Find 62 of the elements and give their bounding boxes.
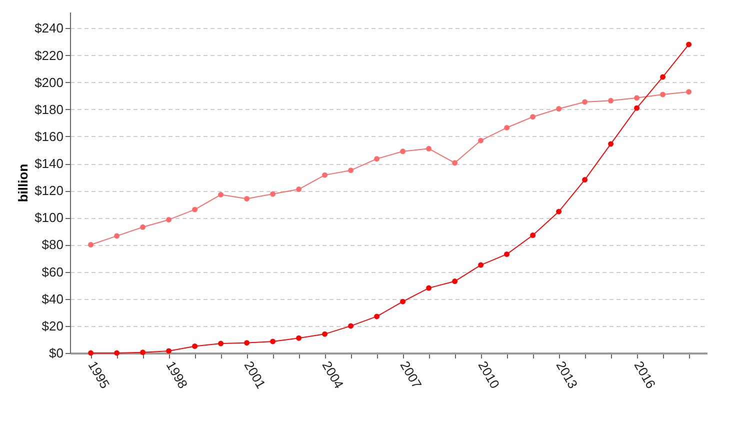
point [296, 335, 302, 341]
point [556, 208, 562, 214]
point [400, 298, 406, 304]
point [530, 232, 536, 238]
point [608, 141, 614, 147]
point [374, 156, 380, 162]
point [218, 340, 224, 346]
y-tick-label: $80 [42, 237, 64, 252]
point [114, 233, 120, 239]
point [504, 124, 510, 130]
point [218, 192, 224, 198]
y-tick-label: $220 [34, 48, 64, 63]
point [686, 89, 692, 95]
point [634, 105, 640, 111]
point [114, 350, 120, 356]
y-tick-label: $240 [34, 20, 64, 36]
y-tick-label: $180 [34, 102, 64, 117]
point [530, 114, 536, 120]
point [88, 242, 94, 248]
point [426, 285, 432, 291]
point [270, 191, 276, 197]
point [634, 95, 640, 101]
point [686, 42, 692, 48]
point [270, 338, 276, 344]
point [348, 323, 354, 329]
point [608, 98, 614, 104]
y-axis-title: billion [16, 164, 31, 202]
y-tick-label: $40 [42, 291, 64, 306]
point [296, 186, 302, 192]
point [140, 224, 146, 230]
point [452, 160, 458, 166]
point [504, 251, 510, 257]
y-tick-label: $100 [34, 210, 64, 226]
point [582, 99, 588, 105]
y-tick-label: $200 [34, 74, 64, 90]
point [166, 216, 172, 222]
point [244, 340, 250, 346]
point [322, 172, 328, 178]
point [452, 278, 458, 284]
point [582, 177, 588, 183]
point [88, 350, 94, 356]
point [374, 314, 380, 320]
y-tick-label: $140 [34, 156, 64, 172]
point [244, 196, 250, 202]
point [660, 74, 666, 80]
point [322, 331, 328, 337]
point [192, 344, 198, 349]
point [660, 92, 666, 98]
y-tick-label: $120 [34, 183, 64, 198]
point [478, 262, 484, 268]
point [348, 168, 354, 174]
y-tick-label: $160 [34, 128, 64, 144]
point [426, 146, 432, 152]
point [166, 348, 172, 354]
point [556, 106, 562, 112]
y-tick-label: $0 [49, 346, 64, 360]
point [140, 350, 146, 356]
point [478, 138, 484, 144]
point [192, 206, 198, 212]
point [400, 148, 406, 154]
y-tick-label: $60 [42, 264, 64, 280]
y-tick-label: $20 [42, 318, 64, 334]
